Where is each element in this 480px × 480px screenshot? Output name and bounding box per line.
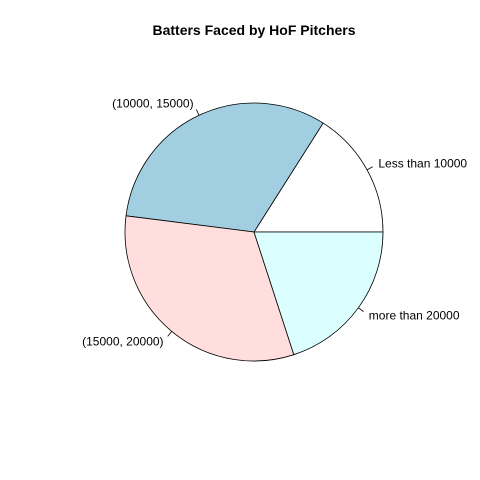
label-ticks bbox=[167, 109, 373, 337]
slice-label: more than 20000 bbox=[369, 308, 460, 322]
chart-title: Batters Faced by HoF Pitchers bbox=[152, 22, 355, 38]
slice-label: Less than 10000 bbox=[378, 157, 467, 171]
slice-label-tick bbox=[358, 307, 364, 312]
pie-slice bbox=[125, 102, 324, 233]
slice-label-tick bbox=[195, 109, 200, 116]
pie-slice bbox=[124, 215, 295, 362]
slice-label-tick bbox=[366, 166, 373, 171]
slice-label-tick bbox=[167, 331, 173, 337]
slice-labels: Less than 10000 (10000, 15000) (15000, 200… bbox=[82, 97, 467, 349]
slice-label: (10000, 15000) bbox=[112, 97, 193, 111]
slice-label: (15000, 20000) bbox=[82, 334, 163, 348]
pie-slices bbox=[124, 102, 384, 362]
